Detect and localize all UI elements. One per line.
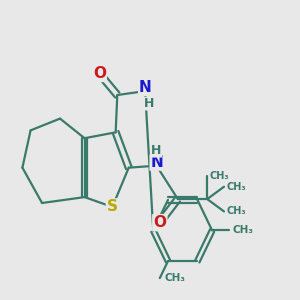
Text: CH₃: CH₃: [232, 226, 254, 236]
Text: O: O: [153, 215, 166, 230]
Text: N: N: [150, 155, 163, 170]
Text: CH₃: CH₃: [226, 206, 246, 216]
Text: H: H: [152, 144, 162, 157]
Text: N: N: [139, 80, 152, 95]
Text: S: S: [107, 200, 118, 214]
Text: CH₃: CH₃: [165, 273, 186, 283]
Text: CH₃: CH₃: [226, 182, 246, 192]
Text: H: H: [144, 97, 154, 110]
Text: CH₃: CH₃: [210, 170, 230, 181]
Text: O: O: [93, 66, 106, 81]
